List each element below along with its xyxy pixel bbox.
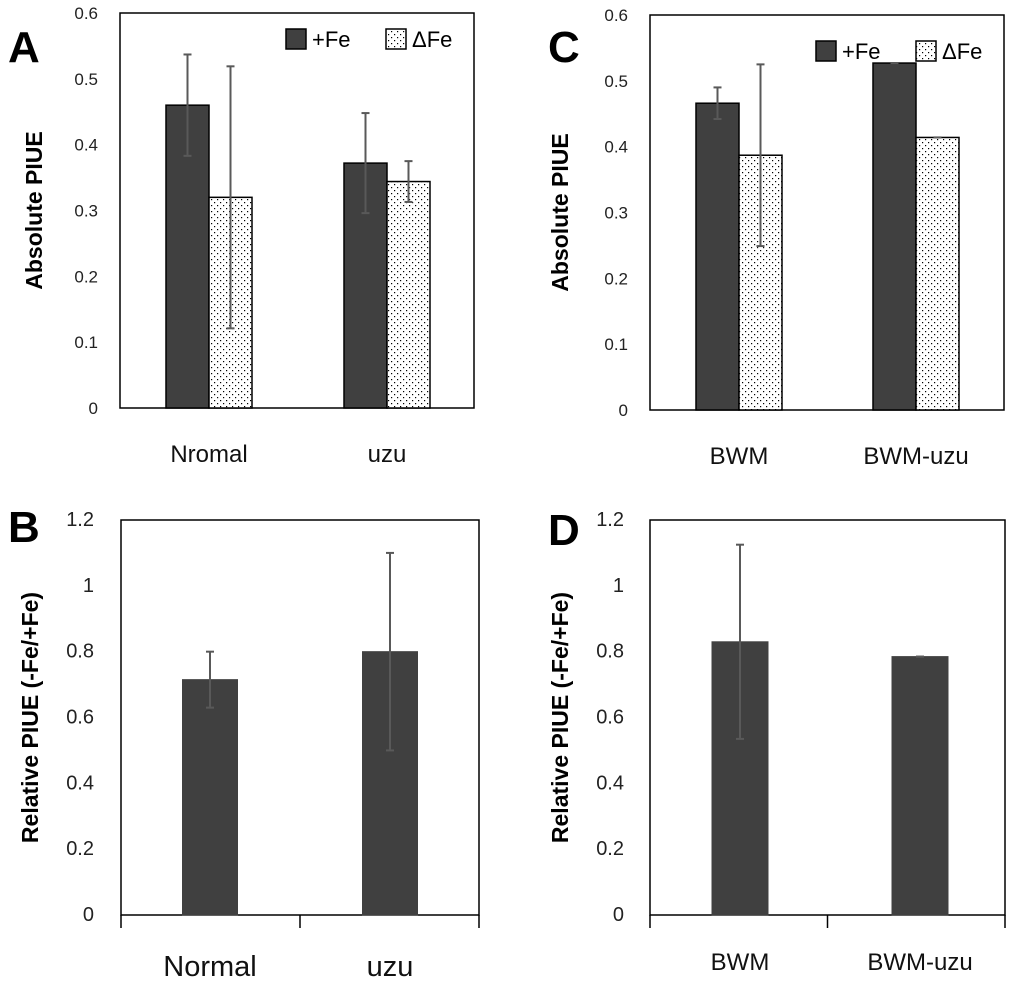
plot-frame xyxy=(649,519,1006,916)
y-tick-label: 0.2 xyxy=(596,838,624,860)
y-tick-label: 0.2 xyxy=(74,267,98,286)
y-tick-label: 0.3 xyxy=(604,204,628,223)
y-axis-label: Absolute PIUE xyxy=(547,133,573,291)
legend-label: ΔFe xyxy=(942,39,982,64)
y-tick-label: 0 xyxy=(619,401,628,420)
x-category-label: uzu xyxy=(367,951,414,983)
panel-d: D 0 0.2 0.4 0.6 0.8 1 1.2 Relative PIUE (-Fe/+Fe… xyxy=(547,506,1006,976)
y-tick-label: 0.2 xyxy=(66,838,94,860)
y-tick-label: 0 xyxy=(83,904,94,926)
y-tick-label: 0.8 xyxy=(596,641,624,663)
y-tick-label: 0.5 xyxy=(604,72,628,91)
y-tick-label: 0.2 xyxy=(604,269,628,288)
y-tick-label: 1 xyxy=(613,575,624,597)
y-tick-label: 0.1 xyxy=(604,335,628,354)
y-axis-label: Absolute PIUE xyxy=(21,131,47,289)
x-category-label: Nromal xyxy=(170,441,247,468)
y-tick-label: 0.5 xyxy=(74,70,98,89)
y-tick-label: 0.6 xyxy=(604,6,628,25)
plot-frame xyxy=(119,12,475,409)
bar-d-bwm-uzu-solid xyxy=(891,656,949,916)
plot-frame xyxy=(649,14,1005,411)
legend-swatch-dotted xyxy=(385,28,407,50)
legend-label: ΔFe xyxy=(412,27,452,52)
x-category-label: BWM xyxy=(710,443,769,470)
panel-c: C 0 0.1 0.2 0.3 0.4 0.5 0.6 Absolute PIUE BWM BWM-… xyxy=(547,6,1005,470)
y-tick-label: 0.6 xyxy=(596,707,624,729)
panel-letter: D xyxy=(548,506,580,555)
legend-label: +Fe xyxy=(312,27,351,52)
y-tick-label: 1.2 xyxy=(66,509,94,531)
y-tick-label: 0.4 xyxy=(596,772,624,794)
legend-swatch-dotted xyxy=(915,40,937,62)
legend-swatch-solid xyxy=(285,28,307,50)
x-category-label: BWM-uzu xyxy=(863,443,968,470)
bar-a-uzu-solid xyxy=(343,162,388,409)
y-tick-label: 0.3 xyxy=(74,202,98,221)
y-tick-label: 0.6 xyxy=(74,4,98,23)
y-tick-label: 1 xyxy=(83,575,94,597)
x-category-label: BWM xyxy=(711,949,770,976)
panel-a: A 0 0.1 0.2 0.3 0.4 0.5 0.6 Absolute PIUE Nromal u… xyxy=(8,4,475,468)
panel-b: B 0 0.2 0.4 0.6 0.8 1 1.2 Relative PIUE (-Fe/+Fe… xyxy=(8,503,480,983)
y-tick-label: 0 xyxy=(89,399,98,418)
y-axis-label: Relative PIUE (-Fe/+Fe) xyxy=(547,592,573,843)
y-tick-label: 0.6 xyxy=(66,707,94,729)
x-category-label: uzu xyxy=(368,441,407,468)
bar-a-uzu-dotted xyxy=(386,180,431,409)
y-tick-label: 0.4 xyxy=(604,138,628,157)
legend-label: +Fe xyxy=(842,39,881,64)
panel-letter: C xyxy=(548,23,580,72)
bar-c-bwm-uzu-solid xyxy=(872,62,917,411)
y-axis-label: Relative PIUE (-Fe/+Fe) xyxy=(17,592,43,843)
bar-b-normal-solid xyxy=(182,679,238,916)
panel-letter: B xyxy=(8,503,40,552)
bar-c-bwm-solid xyxy=(695,102,740,411)
y-tick-label: 0.4 xyxy=(74,136,98,155)
y-tick-label: 0.4 xyxy=(66,772,94,794)
plot-frame xyxy=(120,519,480,916)
panel-letter: A xyxy=(8,23,40,72)
y-tick-label: 0 xyxy=(613,904,624,926)
x-category-label: BWM-uzu xyxy=(867,949,972,976)
legend-swatch-solid xyxy=(815,40,837,62)
y-tick-label: 0.8 xyxy=(66,641,94,663)
x-category-label: Normal xyxy=(163,951,256,983)
y-tick-label: 1.2 xyxy=(596,509,624,531)
y-tick-label: 0.1 xyxy=(74,333,98,352)
bar-c-bwm-uzu-dotted xyxy=(915,136,960,411)
